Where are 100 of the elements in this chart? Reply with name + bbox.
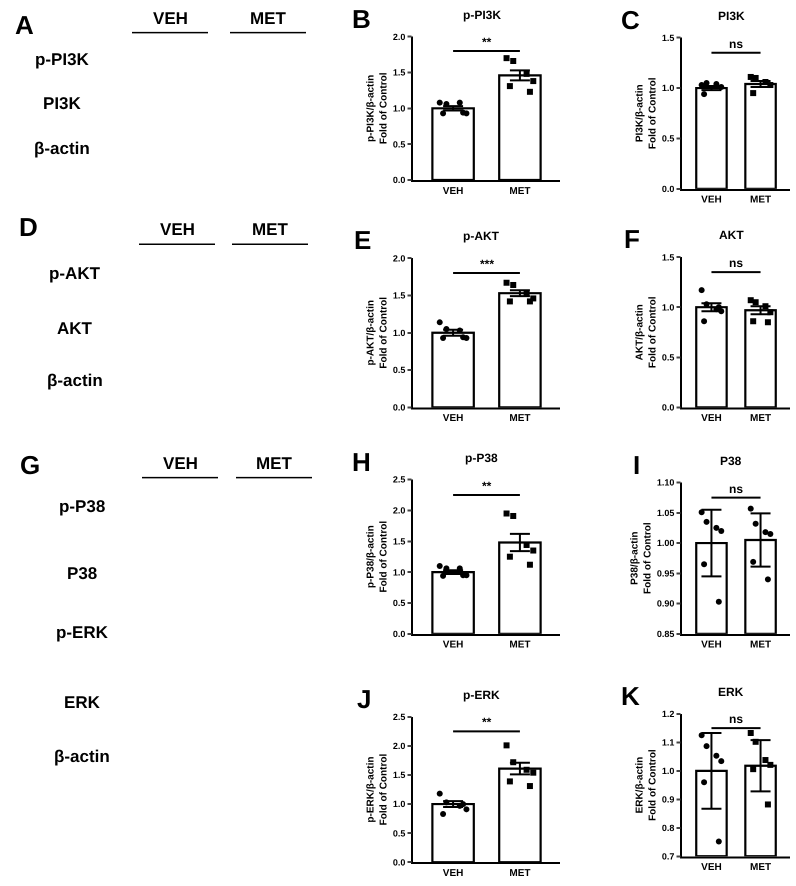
text: H (352, 447, 371, 477)
category-label: p-P38 (59, 497, 106, 516)
y-tick-label: 1.0 (662, 302, 674, 312)
chart-title: p-AKT (463, 229, 500, 243)
y-tick-label: 1.0 (662, 83, 674, 94)
annotation: ns (729, 712, 744, 726)
y-tick-label: 0.7 (662, 851, 674, 862)
category-label: ERK (64, 693, 100, 712)
category-label: p-ERK (56, 623, 108, 642)
text: F (624, 224, 640, 254)
text: B (352, 4, 371, 34)
text: G (20, 450, 40, 480)
y-tick-label: 1.10 (656, 478, 674, 488)
y-tick-label: 0.0 (662, 402, 674, 413)
annotation: ns (729, 482, 744, 496)
category-label: P38 (67, 564, 98, 583)
text: C (621, 5, 640, 35)
y-tick-label: 2.0 (392, 253, 406, 264)
category-label: β-actin (34, 139, 90, 158)
y-tick-label: 0.5 (392, 365, 406, 376)
chart-title: p-PI3K (463, 8, 502, 22)
chart-title: AKT (719, 228, 744, 242)
y-tick-label: 0.0 (392, 175, 406, 186)
chart-title: ERK (718, 685, 744, 699)
y-axis-title: P38/β-actin Fold of Control (629, 522, 654, 594)
x-tick-label: MET (509, 413, 530, 424)
y-tick-label: 2.0 (392, 741, 406, 752)
category-label: β-actin (54, 747, 110, 766)
y-tick-label: 1.00 (656, 538, 674, 548)
y-tick-label: 0.85 (656, 628, 674, 639)
x-tick-label: MET (750, 413, 772, 424)
y-tick-label: 0.8 (662, 822, 674, 833)
y-axis-title: ERK/β-actin Fold of Control (634, 749, 658, 821)
y-tick-label: 1.0 (662, 766, 674, 776)
annotation: *** (480, 257, 494, 271)
category-label: VEH (153, 9, 188, 28)
y-tick-label: 2.5 (392, 712, 406, 722)
x-tick-label: VEH (701, 640, 722, 651)
text: K (621, 681, 640, 711)
y-tick-label: 1.0 (392, 567, 406, 578)
category-label: p-AKT (49, 264, 100, 283)
category-label: MET (250, 9, 286, 28)
y-tick-label: 1.5 (392, 536, 406, 546)
category-label: MET (256, 454, 292, 473)
y-tick-label: 0.5 (662, 134, 674, 144)
x-tick-label: MET (509, 640, 530, 651)
category-label: VEH (160, 220, 195, 239)
x-tick-label: VEH (442, 640, 464, 651)
y-tick-label: 0.0 (662, 184, 674, 194)
category-label: PI3K (43, 94, 81, 113)
annotation: ns (729, 37, 744, 51)
x-tick-label: MET (509, 868, 530, 879)
y-tick-label: 0.95 (656, 568, 674, 578)
annotation: ** (482, 479, 492, 493)
y-tick-label: 1.0 (392, 799, 406, 810)
text: E (354, 225, 372, 255)
text: J (357, 684, 372, 714)
x-tick-label: MET (750, 862, 772, 874)
text: D (19, 212, 38, 242)
y-tick-label: 0.0 (392, 857, 406, 868)
y-tick-label: 1.0 (392, 328, 406, 338)
y-axis-title: p-PI3K/β-actin Fold of Control (365, 72, 390, 144)
chart-title: PI3K (718, 9, 746, 23)
y-tick-label: 0.9 (662, 794, 674, 804)
text: A (15, 10, 34, 40)
y-tick-label: 1.0 (392, 103, 406, 114)
x-tick-label: VEH (442, 868, 464, 879)
y-axis-title: p-P38/β-actin Fold of Control (365, 520, 390, 593)
y-tick-label: 0.0 (392, 402, 406, 413)
y-axis-title: p-AKT/β-actin Fold of Control (365, 296, 390, 369)
category-label: β-actin (47, 371, 103, 390)
y-tick-label: 1.5 (392, 290, 406, 301)
category-label: AKT (57, 319, 92, 338)
annotation: ** (482, 35, 492, 49)
x-tick-label: VEH (442, 413, 464, 424)
y-tick-label: 1.5 (392, 68, 406, 78)
y-tick-label: 1.05 (656, 508, 674, 518)
chart-title: p-P38 (465, 451, 498, 465)
annotation: ** (482, 715, 492, 729)
x-tick-label: MET (750, 640, 772, 651)
y-tick-label: 2.0 (392, 506, 406, 516)
x-tick-label: VEH (701, 862, 722, 874)
y-tick-label: 0.90 (656, 598, 674, 609)
annotation: ns (729, 256, 744, 270)
y-tick-label: 1.5 (662, 252, 674, 262)
y-tick-label: 0.5 (392, 598, 406, 608)
chart-title: P38 (720, 454, 742, 468)
y-tick-label: 0.5 (392, 139, 406, 150)
x-tick-label: VEH (701, 413, 722, 424)
category-label: MET (252, 220, 288, 239)
y-tick-label: 0.5 (662, 352, 674, 362)
y-tick-label: 1.5 (662, 32, 674, 43)
y-tick-label: 0.5 (392, 828, 406, 838)
y-axis-title: PI3K/β-actin Fold of Control (634, 77, 658, 150)
y-tick-label: 1.5 (392, 770, 406, 780)
y-axis-title: AKT/β-actin Fold of Control (634, 296, 658, 368)
y-tick-label: 1.2 (662, 709, 674, 720)
category-label: p-PI3K (35, 50, 89, 69)
y-tick-label: 2.5 (392, 474, 406, 485)
text: I (633, 450, 640, 480)
